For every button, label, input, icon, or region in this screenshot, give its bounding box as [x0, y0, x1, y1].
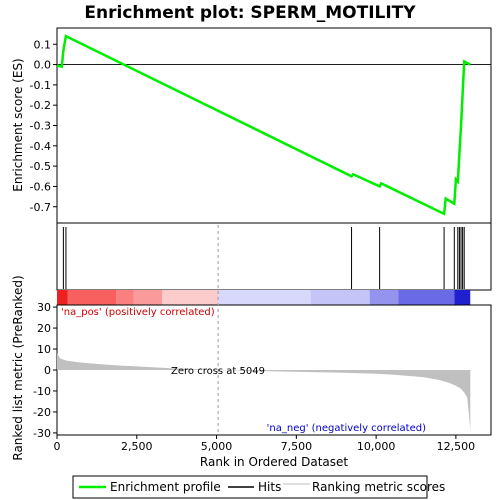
es-panel: 0.1 0.0 -0.1 -0.2 -0.3 -0.4 -0.5 -0.6 -0.7 Enric… [11, 27, 492, 224]
metric-y-tick-label: -30 [33, 427, 51, 440]
zero-cross-label: Zero cross at 5049 [171, 366, 265, 377]
x-tick-label: 10,000 [357, 440, 396, 453]
color-bar-segment [57, 290, 68, 305]
neg-correlated-label: 'na_neg' (negatively correlated) [267, 423, 426, 434]
x-tick-label: 12,500 [437, 440, 476, 453]
color-bar-segment [369, 290, 399, 305]
hits-frame [56, 222, 492, 291]
es-y-tick-label: 0.1 [34, 38, 52, 51]
color-bar-segment [67, 290, 117, 305]
x-tick-label: 0 [54, 440, 61, 453]
pos-correlated-label: 'na_pos' (positively correlated) [61, 307, 215, 318]
es-y-ticks: 0.1 0.0 -0.1 -0.2 -0.3 -0.4 -0.5 -0.6 -0.7 [30, 38, 57, 214]
legend-enrichment-label: Enrichment profile [110, 480, 221, 494]
metric-y-tick-label: 20 [37, 322, 51, 335]
es-y-tick-label: -0.1 [30, 79, 51, 92]
color-bar-segment [454, 290, 471, 305]
legend-metric-label: Ranking metric scores [312, 480, 445, 494]
es-y-tick-label: -0.6 [30, 180, 51, 193]
chart-title: Enrichment plot: SPERM_MOTILITY [84, 3, 416, 23]
x-ticks: 0 2,500 5,000 7,500 10,000 12,500 [54, 435, 476, 453]
x-tick-label: 7,500 [281, 440, 313, 453]
es-y-tick-label: -0.4 [30, 140, 51, 153]
color-bar-segment [116, 290, 134, 305]
color-bar-segment [218, 290, 311, 305]
metric-y-axis-label: Ranked list metric (PreRanked) [11, 275, 25, 460]
es-y-tick-label: -0.3 [30, 120, 51, 133]
hit-markers [62, 227, 465, 289]
es-y-tick-label: 0.0 [34, 59, 52, 72]
es-y-tick-label: -0.5 [30, 160, 51, 173]
color-bar-segment [310, 290, 370, 305]
x-axis-label: Rank in Ordered Dataset [200, 455, 348, 469]
enrichment-profile-line [56, 34, 471, 216]
es-y-axis-label: Enrichment score (ES) [11, 58, 25, 191]
x-tick-label: 2,500 [121, 440, 153, 453]
color-bar-segment [398, 290, 455, 305]
legend: Enrichment profile Hits Ranking metric s… [72, 475, 445, 499]
color-bar-segment [133, 290, 163, 305]
metric-y-tick-label: 0 [44, 364, 51, 377]
x-tick-label: 5,000 [201, 440, 233, 453]
hits-panel [56, 222, 492, 291]
es-y-tick-label: -0.2 [30, 99, 51, 112]
metric-y-ticks: 30 20 10 0 -10 -20 -30 [33, 301, 57, 440]
ranking-metric-area [57, 353, 471, 431]
metric-y-tick-label: -20 [33, 406, 51, 419]
es-plot-frame [56, 27, 492, 224]
es-y-tick-label: -0.7 [30, 201, 51, 214]
color-bar-segment [162, 290, 219, 305]
legend-hits-label: Hits [258, 480, 281, 494]
metric-y-tick-label: 10 [37, 343, 51, 356]
metric-y-tick-label: -10 [33, 385, 51, 398]
metric-panel: 30 20 10 0 -10 -20 -30 0 2,500 5,000 7,500 10,000 1… [11, 225, 492, 469]
metric-y-tick-label: 30 [37, 301, 51, 314]
rank-color-bar [57, 290, 471, 305]
